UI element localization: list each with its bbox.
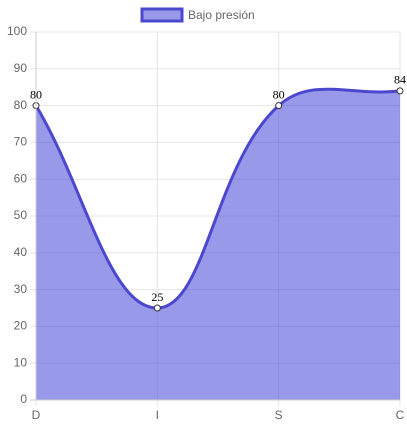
- y-tick-label: 50: [14, 208, 28, 222]
- point: [153, 304, 161, 312]
- y-tick-label: 30: [14, 282, 28, 296]
- data-label: 80: [273, 87, 285, 101]
- legend-label: Bajo presión: [188, 8, 255, 22]
- y-tick-label: 60: [14, 171, 28, 185]
- x-tick-label: C: [396, 408, 405, 422]
- y-tick-label: 40: [14, 245, 28, 259]
- y-tick-label: 90: [14, 61, 28, 75]
- y-tick-label: 70: [14, 135, 28, 149]
- x-tick-label: D: [32, 408, 41, 422]
- point: [396, 87, 404, 95]
- point: [275, 102, 283, 110]
- y-tick-label: 10: [14, 355, 28, 369]
- legend-swatch: [140, 7, 184, 23]
- y-tick-label: 0: [20, 392, 27, 406]
- x-tick-label: S: [275, 408, 283, 422]
- line: [34, 87, 401, 310]
- y-tick-label: 80: [14, 98, 28, 112]
- data-label: 25: [151, 290, 163, 304]
- x-tick-label: I: [156, 408, 159, 422]
- data-label: 84: [394, 73, 406, 87]
- y-tick-label: 100: [7, 24, 27, 38]
- area: [36, 89, 400, 400]
- y-tick-label: 20: [14, 319, 28, 333]
